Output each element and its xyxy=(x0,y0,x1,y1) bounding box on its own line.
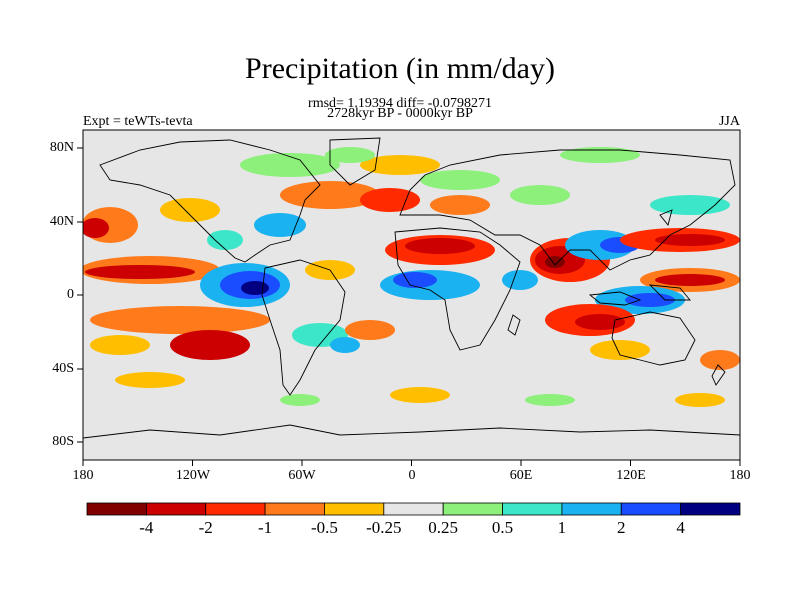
period-subtitle: 2728kyr BP - 0000kyr BP xyxy=(327,106,473,121)
anomaly-region xyxy=(280,181,380,209)
colorbar-label: -0.5 xyxy=(310,518,338,537)
anomaly-region xyxy=(360,188,420,212)
colorbar-label: 1 xyxy=(557,518,567,537)
lat-tick-label: 80N xyxy=(49,140,74,155)
lon-tick-label: 0 xyxy=(408,468,416,483)
lon-tick-label: 120E xyxy=(616,468,646,483)
season-label: JJA xyxy=(718,114,740,129)
anomaly-region xyxy=(655,234,725,246)
colorbar-swatch xyxy=(205,502,266,516)
colorbar-swatch xyxy=(324,502,385,516)
colorbar-swatch xyxy=(86,502,147,516)
anomaly-region xyxy=(420,170,500,190)
anomaly-region xyxy=(254,213,306,237)
anomaly-region xyxy=(590,340,650,360)
lon-tick-label: 60W xyxy=(288,468,316,483)
anomaly-region xyxy=(700,350,740,370)
lat-tick-label: 40N xyxy=(49,214,74,229)
anomaly-region xyxy=(560,147,640,163)
anomaly-region xyxy=(525,394,575,406)
anomaly-region xyxy=(170,330,250,360)
colorbar-label: 2 xyxy=(617,518,626,537)
anomaly-region xyxy=(502,270,538,290)
lat-tick-label: 40S xyxy=(52,361,74,376)
colorbar-swatch xyxy=(442,502,503,516)
anomaly-region xyxy=(345,320,395,340)
anomaly-region xyxy=(240,153,340,177)
lon-tick-label: 180 xyxy=(72,468,94,483)
lon-tick-label: 180 xyxy=(729,468,751,483)
colorbar-swatch xyxy=(264,502,325,516)
anomaly-region xyxy=(90,306,270,334)
lon-tick-label: 60E xyxy=(509,468,533,483)
anomaly-region xyxy=(280,394,320,406)
map-title: Precipitation (in mm/day) xyxy=(245,52,555,85)
lat-tick-label: 80S xyxy=(52,434,74,449)
colorbar-swatch xyxy=(620,502,682,516)
anomaly-region xyxy=(83,218,109,238)
colorbar-swatch xyxy=(383,502,444,516)
anomaly-region xyxy=(430,195,490,215)
colorbar-label: 0.5 xyxy=(491,518,514,537)
axis-ticks xyxy=(77,147,741,466)
coastlines xyxy=(83,137,740,439)
colorbar-swatch xyxy=(502,502,563,516)
anomaly-region xyxy=(650,195,730,215)
anomaly-region xyxy=(390,387,450,403)
anomaly-region xyxy=(207,230,243,250)
colorbar-swatch xyxy=(145,502,207,516)
anomaly-region xyxy=(393,272,437,288)
anomaly-region xyxy=(360,155,440,175)
anomaly-region xyxy=(575,314,625,330)
precipitation-anomaly-fields xyxy=(83,147,740,407)
experiment-label: Expt = teWTs-tevta xyxy=(83,114,193,129)
anomaly-region xyxy=(510,185,570,205)
colorbar-swatch xyxy=(680,502,741,516)
colorbar-label: 4 xyxy=(676,518,685,537)
anomaly-region xyxy=(330,337,360,353)
anomaly-region xyxy=(655,274,725,286)
lon-tick-label: 120W xyxy=(175,468,211,483)
anomaly-region xyxy=(675,393,725,407)
anomaly-region xyxy=(160,198,220,222)
colorbar-label: 0.25 xyxy=(428,518,459,537)
stats-subtitle: rmsd= 1.19394 diff= -0.0798271 xyxy=(308,96,492,111)
anomaly-region xyxy=(85,265,195,279)
anomaly-region xyxy=(115,372,185,388)
colorbar-label: -2 xyxy=(198,518,213,537)
colorbar-label: -1 xyxy=(257,518,273,537)
lat-tick-label: 0 xyxy=(67,287,74,302)
anomaly-region xyxy=(405,238,475,254)
anomaly-region xyxy=(625,293,675,307)
colorbar-swatch xyxy=(561,502,622,516)
anomaly-region xyxy=(325,147,375,163)
colorbar-label: -0.25 xyxy=(366,518,402,537)
colorbar-label: -4 xyxy=(139,518,154,537)
anomaly-region xyxy=(90,335,150,355)
